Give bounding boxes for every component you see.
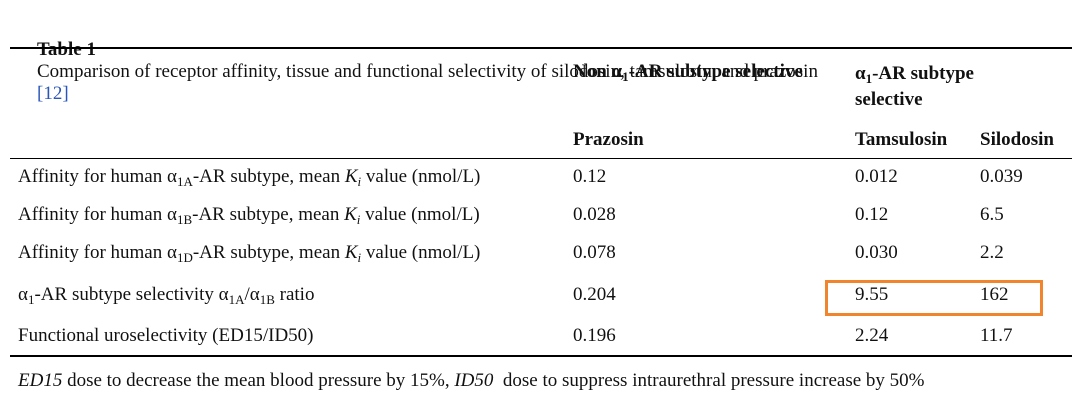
- bottom-rule: [10, 355, 1072, 357]
- cell: 2.2: [980, 242, 1004, 263]
- text: -AR subtype selective: [855, 63, 974, 110]
- text: Non α: [573, 61, 623, 82]
- text: α: [855, 63, 866, 84]
- text: dose to decrease the mean blood pressure…: [62, 370, 455, 391]
- row-label: Functional uroselectivity (ED15/ID50): [18, 325, 314, 346]
- column-header: Silodosin: [980, 129, 1054, 150]
- cell: 2.24: [855, 325, 889, 346]
- text: value (nmol/L): [360, 204, 480, 225]
- text: value (nmol/L): [361, 166, 481, 187]
- sub-italic: i: [356, 212, 361, 227]
- text: ratio: [274, 284, 315, 305]
- sub-italic: i: [357, 174, 362, 189]
- text: α: [18, 284, 28, 305]
- group-header: α1-AR subtype selective: [855, 61, 1005, 113]
- cell: 0.196: [573, 325, 616, 346]
- sub: 1: [27, 292, 35, 307]
- cell: 162: [980, 284, 1009, 305]
- sub: 1A: [228, 292, 245, 307]
- row-label: Affinity for human α1A-AR subtype, mean …: [18, 166, 480, 188]
- text: value (nmol/L): [361, 242, 481, 263]
- cell: 0.030: [855, 242, 898, 263]
- text: dose to suppress intraurethral pressure …: [493, 370, 925, 391]
- highlight-box: [825, 280, 1043, 316]
- cell: 0.012: [855, 166, 898, 187]
- italic: ID50: [454, 370, 494, 391]
- sub-italic: i: [357, 250, 362, 265]
- header-rule: [10, 158, 1072, 159]
- top-rule: [10, 47, 1072, 49]
- caption: Table 1 Comparison of receptor affinity,…: [18, 17, 818, 127]
- text: -AR subtype, mean: [192, 204, 345, 225]
- sub: 1: [865, 71, 873, 86]
- group-header: Non α1-AR subtype selective: [573, 61, 803, 83]
- text: Affinity for human α: [18, 204, 177, 225]
- text: Affinity for human α: [18, 242, 177, 263]
- cell: 11.7: [980, 325, 1013, 346]
- cell: 0.078: [573, 242, 616, 263]
- row-label: α1-AR subtype selectivity α1A/α1B ratio: [18, 284, 314, 306]
- text: -AR subtype, mean: [192, 166, 345, 187]
- column-header: Prazosin: [573, 129, 644, 150]
- cell: 6.5: [980, 204, 1004, 225]
- sub: 1B: [176, 212, 193, 227]
- text: -AR subtype, mean: [192, 242, 345, 263]
- caption-text: Comparison of receptor affinity, tissue …: [37, 61, 818, 82]
- cell: 0.039: [980, 166, 1023, 187]
- sub: 1D: [176, 250, 193, 265]
- italic: ED15: [18, 370, 63, 391]
- cell: 9.55: [855, 284, 889, 305]
- text: /α: [244, 284, 260, 305]
- cell: 0.12: [855, 204, 889, 225]
- cell: 0.204: [573, 284, 616, 305]
- footnote: ED15 dose to decrease the mean blood pre…: [18, 370, 924, 392]
- text: Affinity for human α: [18, 166, 177, 187]
- italic: K: [344, 204, 357, 225]
- column-header: Tamsulosin: [855, 129, 948, 150]
- cell: 0.028: [573, 204, 616, 225]
- italic: K: [344, 242, 358, 263]
- cell: 0.12: [573, 166, 607, 187]
- row-label: Affinity for human α1B-AR subtype, mean …: [18, 204, 480, 226]
- caption-label: Table 1: [37, 39, 96, 60]
- text: -AR subtype selectivity α: [34, 284, 229, 305]
- row-label: Affinity for human α1D-AR subtype, mean …: [18, 242, 480, 264]
- italic: K: [344, 166, 358, 187]
- sub: 1B: [259, 292, 275, 307]
- sub: 1: [622, 69, 629, 84]
- sub: 1A: [176, 174, 193, 189]
- caption-ref[interactable]: [12]: [37, 83, 69, 104]
- text: -AR subtype selective: [628, 61, 803, 82]
